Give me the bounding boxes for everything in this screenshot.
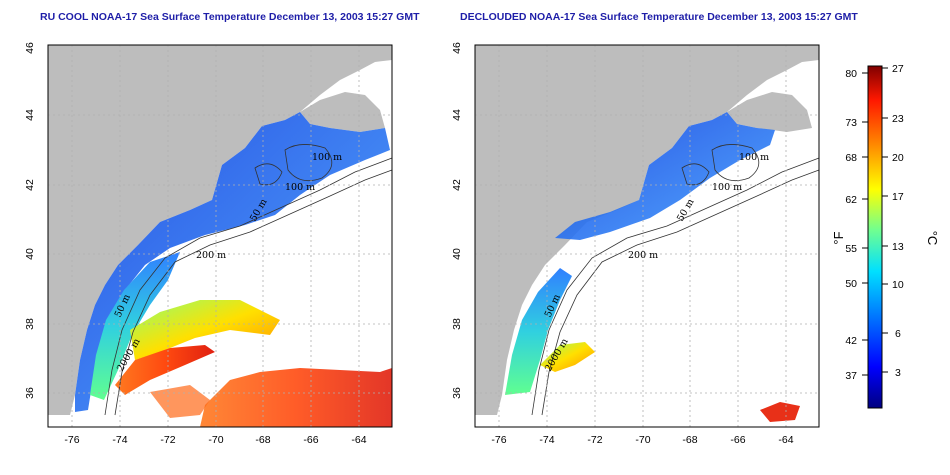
colorbar-f-tick: 50	[845, 278, 857, 290]
lon-tick-label: -64	[351, 434, 366, 446]
colorbar-c-tick: 23	[892, 113, 904, 125]
contour-label: 200 m	[628, 250, 658, 261]
lat-tick-label: 46	[24, 42, 36, 54]
lon-tick-label: -72	[587, 434, 602, 446]
lat-tick-label: 40	[451, 248, 463, 260]
left-map-lat-ticks: 36 38 40 42 44 46	[24, 42, 36, 399]
lat-tick-label: 38	[24, 318, 36, 330]
right-map-shelf-sst	[555, 112, 775, 240]
colorbar-c-tick: 6	[895, 328, 901, 340]
lat-tick-label: 36	[24, 387, 36, 399]
lon-tick-label: -68	[255, 434, 270, 446]
left-map-warm-core	[200, 368, 392, 427]
left-map	[48, 45, 393, 427]
lat-tick-label: 38	[451, 318, 463, 330]
colorbar-c-tick: 20	[892, 152, 904, 164]
colorbar: 80 73 68 62 55 50 42 37 27 23 20 17 13 1…	[831, 63, 940, 409]
lat-tick-label: 44	[451, 109, 463, 121]
right-map-frame	[474, 44, 820, 428]
left-map-land	[48, 45, 392, 415]
lon-tick-label: -70	[208, 434, 223, 446]
colorbar-f-tick: 55	[845, 243, 857, 255]
right-map-lon-ticks: -76 -74 -72 -70 -68 -66 -64	[491, 434, 793, 446]
lat-tick-label: 36	[451, 387, 463, 399]
right-map-grid	[475, 45, 819, 427]
left-map-lon-ticks: -76 -74 -72 -70 -68 -66 -64	[64, 434, 366, 446]
left-map-grid	[48, 45, 392, 427]
lon-tick-label: -76	[64, 434, 79, 446]
left-map-coastal-band	[90, 252, 180, 400]
right-map-coastal-band	[505, 268, 572, 395]
contour-label: 100 m	[285, 182, 315, 193]
lon-tick-label: -66	[303, 434, 318, 446]
lon-tick-label: -70	[635, 434, 650, 446]
colorbar-c-tick: 10	[892, 279, 904, 291]
lon-tick-label: -74	[539, 434, 554, 446]
colorbar-gradient	[867, 65, 883, 409]
left-map-contours	[104, 144, 393, 416]
right-map-nova-scotia	[727, 92, 812, 132]
colorbar-f-tick: 68	[845, 152, 857, 164]
colorbar-c-tick: 17	[892, 191, 904, 203]
lon-tick-label: -76	[491, 434, 506, 446]
lat-tick-label: 46	[451, 42, 463, 54]
lon-tick-label: -64	[778, 434, 793, 446]
right-map-slope-water	[540, 342, 595, 372]
colorbar-f-tick: 62	[845, 194, 857, 206]
lat-tick-label: 44	[24, 109, 36, 121]
colorbar-c-tick: 13	[892, 241, 904, 253]
left-map-title: RU COOL NOAA-17 Sea Surface Temperature …	[40, 11, 420, 23]
lon-tick-label: -66	[730, 434, 745, 446]
right-map	[475, 45, 820, 427]
lon-tick-label: -68	[682, 434, 697, 446]
colorbar-f-tick: 73	[845, 117, 857, 129]
left-map-frame	[47, 44, 393, 428]
contour-label: 100 m	[739, 152, 769, 163]
lon-tick-label: -72	[160, 434, 175, 446]
lat-tick-label: 42	[24, 179, 36, 191]
colorbar-f-tick: 37	[845, 370, 857, 382]
left-map-nova-scotia	[300, 92, 385, 132]
lat-tick-label: 42	[451, 179, 463, 191]
left-map-gulf-stream-edge	[115, 345, 215, 395]
right-map-lat-ticks: 36 38 40 42 44 46	[451, 42, 463, 399]
lon-tick-label: -74	[112, 434, 127, 446]
colorbar-f-tick: 42	[845, 335, 857, 347]
colorbar-f-tick: 80	[845, 68, 857, 80]
lat-tick-label: 40	[24, 248, 36, 260]
contour-label: 200 m	[196, 250, 226, 261]
right-map-warm-patch	[760, 402, 800, 422]
contour-label: 100 m	[312, 152, 342, 163]
colorbar-unit-fahrenheit: °F	[831, 231, 846, 244]
colorbar-ticks	[862, 67, 888, 376]
right-map-land	[475, 45, 819, 415]
colorbar-c-tick: 3	[895, 367, 901, 379]
colorbar-c-tick: 27	[892, 63, 904, 75]
colorbar-unit-celsius: °C	[925, 231, 940, 246]
right-map-contours	[531, 144, 820, 416]
right-map-title: DECLOUDED NOAA-17 Sea Surface Temperatur…	[460, 11, 858, 23]
contour-label: 100 m	[712, 182, 742, 193]
left-map-slope-water	[130, 300, 280, 360]
